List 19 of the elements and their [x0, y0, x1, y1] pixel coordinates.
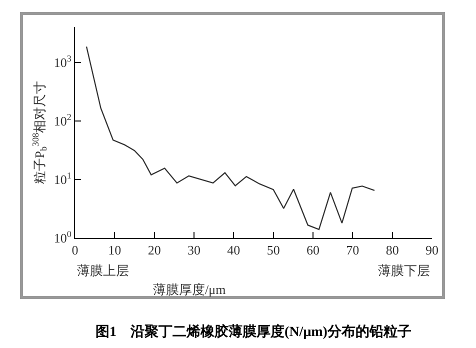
x-tick-label: 50: [266, 242, 280, 258]
y-tick-label: 10$^{2}$: [54, 112, 72, 128]
x-axis-title: 薄膜厚度/μm: [153, 282, 226, 297]
text: 图1 沿聚丁二烯橡胶薄膜厚度(N/μm)分布的铅粒子: [96, 322, 412, 340]
x-tick-label: 60: [306, 242, 320, 258]
x-tick-label: 0: [72, 242, 78, 258]
x-tick-label: 30: [188, 242, 200, 258]
x-tick-label: 70: [346, 242, 360, 258]
x-tick-label: 90: [426, 242, 438, 258]
x-tick-label: 10: [108, 242, 122, 258]
x-tick-label: 20: [148, 242, 161, 258]
y-tick-label: 10$^{3}$: [54, 53, 72, 70]
text: 薄膜上层: [77, 263, 129, 278]
line-series: [86, 46, 376, 230]
text: 薄膜下层: [378, 263, 430, 278]
x-tick-label: 80: [386, 242, 399, 258]
y-tick-label: 10$^{1}$: [54, 170, 72, 187]
x-tick-label: 40: [227, 242, 240, 258]
y-tick-label: 10$^{0}$: [54, 229, 72, 246]
